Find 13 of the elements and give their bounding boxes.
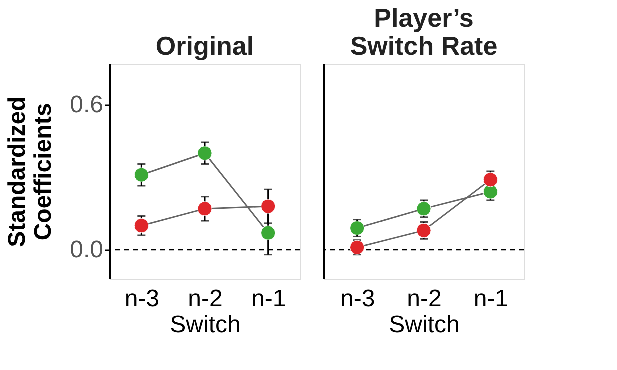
chart-title: Player’s Switch Rate (350, 3, 498, 61)
x-tick-label: n-2 (407, 286, 442, 312)
x-tick-label: n-2 (188, 286, 223, 312)
x-tick-label: n-3 (340, 286, 376, 312)
x-tick-label: n-1 (474, 286, 509, 312)
y-tick-label: 0.0 (70, 236, 104, 264)
x-tick-label: n-1 (251, 286, 286, 312)
y-axis-title: Standardized Coefficients (4, 96, 58, 248)
x-axis-title: Switch (170, 312, 241, 338)
x-axis-title: Switch (389, 312, 460, 338)
y-tick-label: 0.6 (70, 92, 104, 119)
chart-title: Original (156, 31, 254, 61)
x-tick-label: n-3 (124, 286, 160, 312)
